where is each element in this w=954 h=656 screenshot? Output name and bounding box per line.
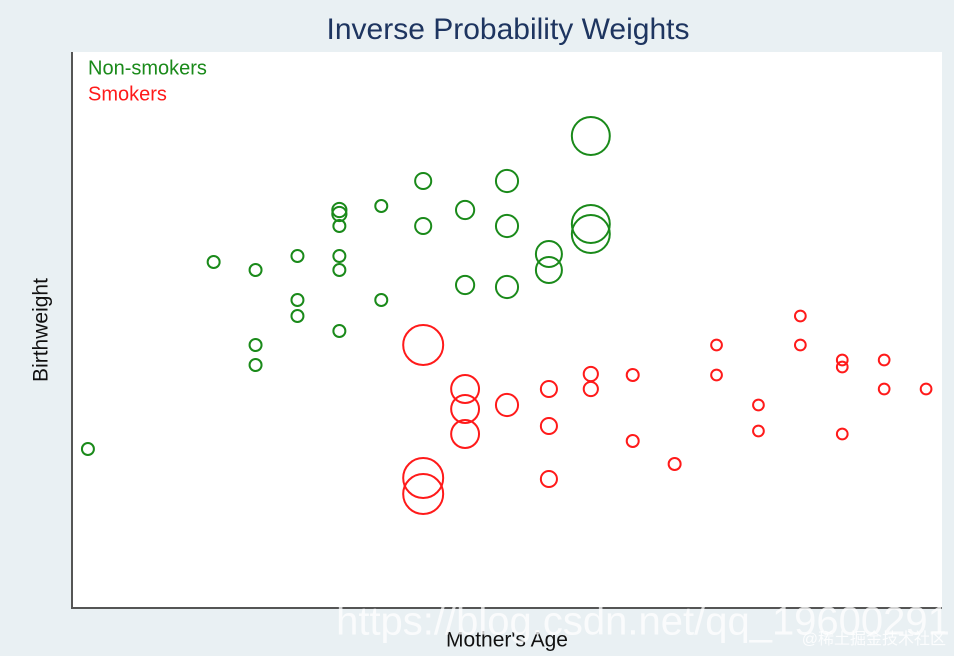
bubble [877,353,891,367]
bubble [290,249,305,263]
bubble [877,382,891,396]
plot-area [72,52,942,608]
bubble [752,398,765,412]
watermark: @稀土掘金技术社区 [802,630,946,648]
bubble [494,392,520,418]
bubble [625,368,640,382]
bubble [625,434,640,448]
bubble [570,116,611,156]
bubble [793,309,807,323]
bubble [290,309,305,323]
legend: Non-smokers Smokers [88,57,207,105]
bubble [835,360,849,374]
bubble [450,394,481,424]
legend-label: Smokers [88,83,167,105]
bubble [402,457,445,499]
bubble [710,368,723,382]
watermark: https://blog.csdn.net/qq_19600291 [336,600,950,644]
bubble [835,427,849,441]
bubble [752,424,765,438]
bubble [290,293,305,307]
bubble [539,469,558,489]
bubble [402,324,445,366]
bubble [710,338,723,352]
bubble [402,473,445,515]
bubble [374,199,389,213]
x-axis-label: Mother's Age [446,629,568,652]
bubble [539,416,558,436]
bubble [793,338,807,352]
points [80,116,933,515]
bubble [332,219,347,233]
bubble [206,255,221,269]
bubble [248,338,263,352]
bubble [534,255,563,285]
bubble [534,239,563,269]
bubble [374,293,389,307]
bubble [331,201,348,219]
y-axis-label: Birthweight [30,278,53,382]
bubble [835,353,849,367]
bubble [248,358,263,372]
bubble [80,442,95,456]
bubble [570,214,611,254]
bubble [667,457,682,471]
bubble [494,168,520,194]
legend-label: Non-smokers [88,57,207,79]
bubble [414,171,433,191]
bubble [539,379,558,399]
bubble [582,380,599,398]
bubble [450,374,481,404]
bubble [332,263,347,277]
bubble [919,382,933,396]
chart-title: Inverse Probability Weights [327,13,690,46]
bubble [332,324,347,338]
bubble [331,205,348,223]
bubble [414,216,433,236]
bubble [454,274,476,296]
bubble [494,213,520,239]
bubble [332,249,347,263]
bubble [454,199,476,221]
bubble [494,274,520,300]
bubble [570,204,611,244]
bubble [450,419,481,449]
bubble [248,263,263,277]
